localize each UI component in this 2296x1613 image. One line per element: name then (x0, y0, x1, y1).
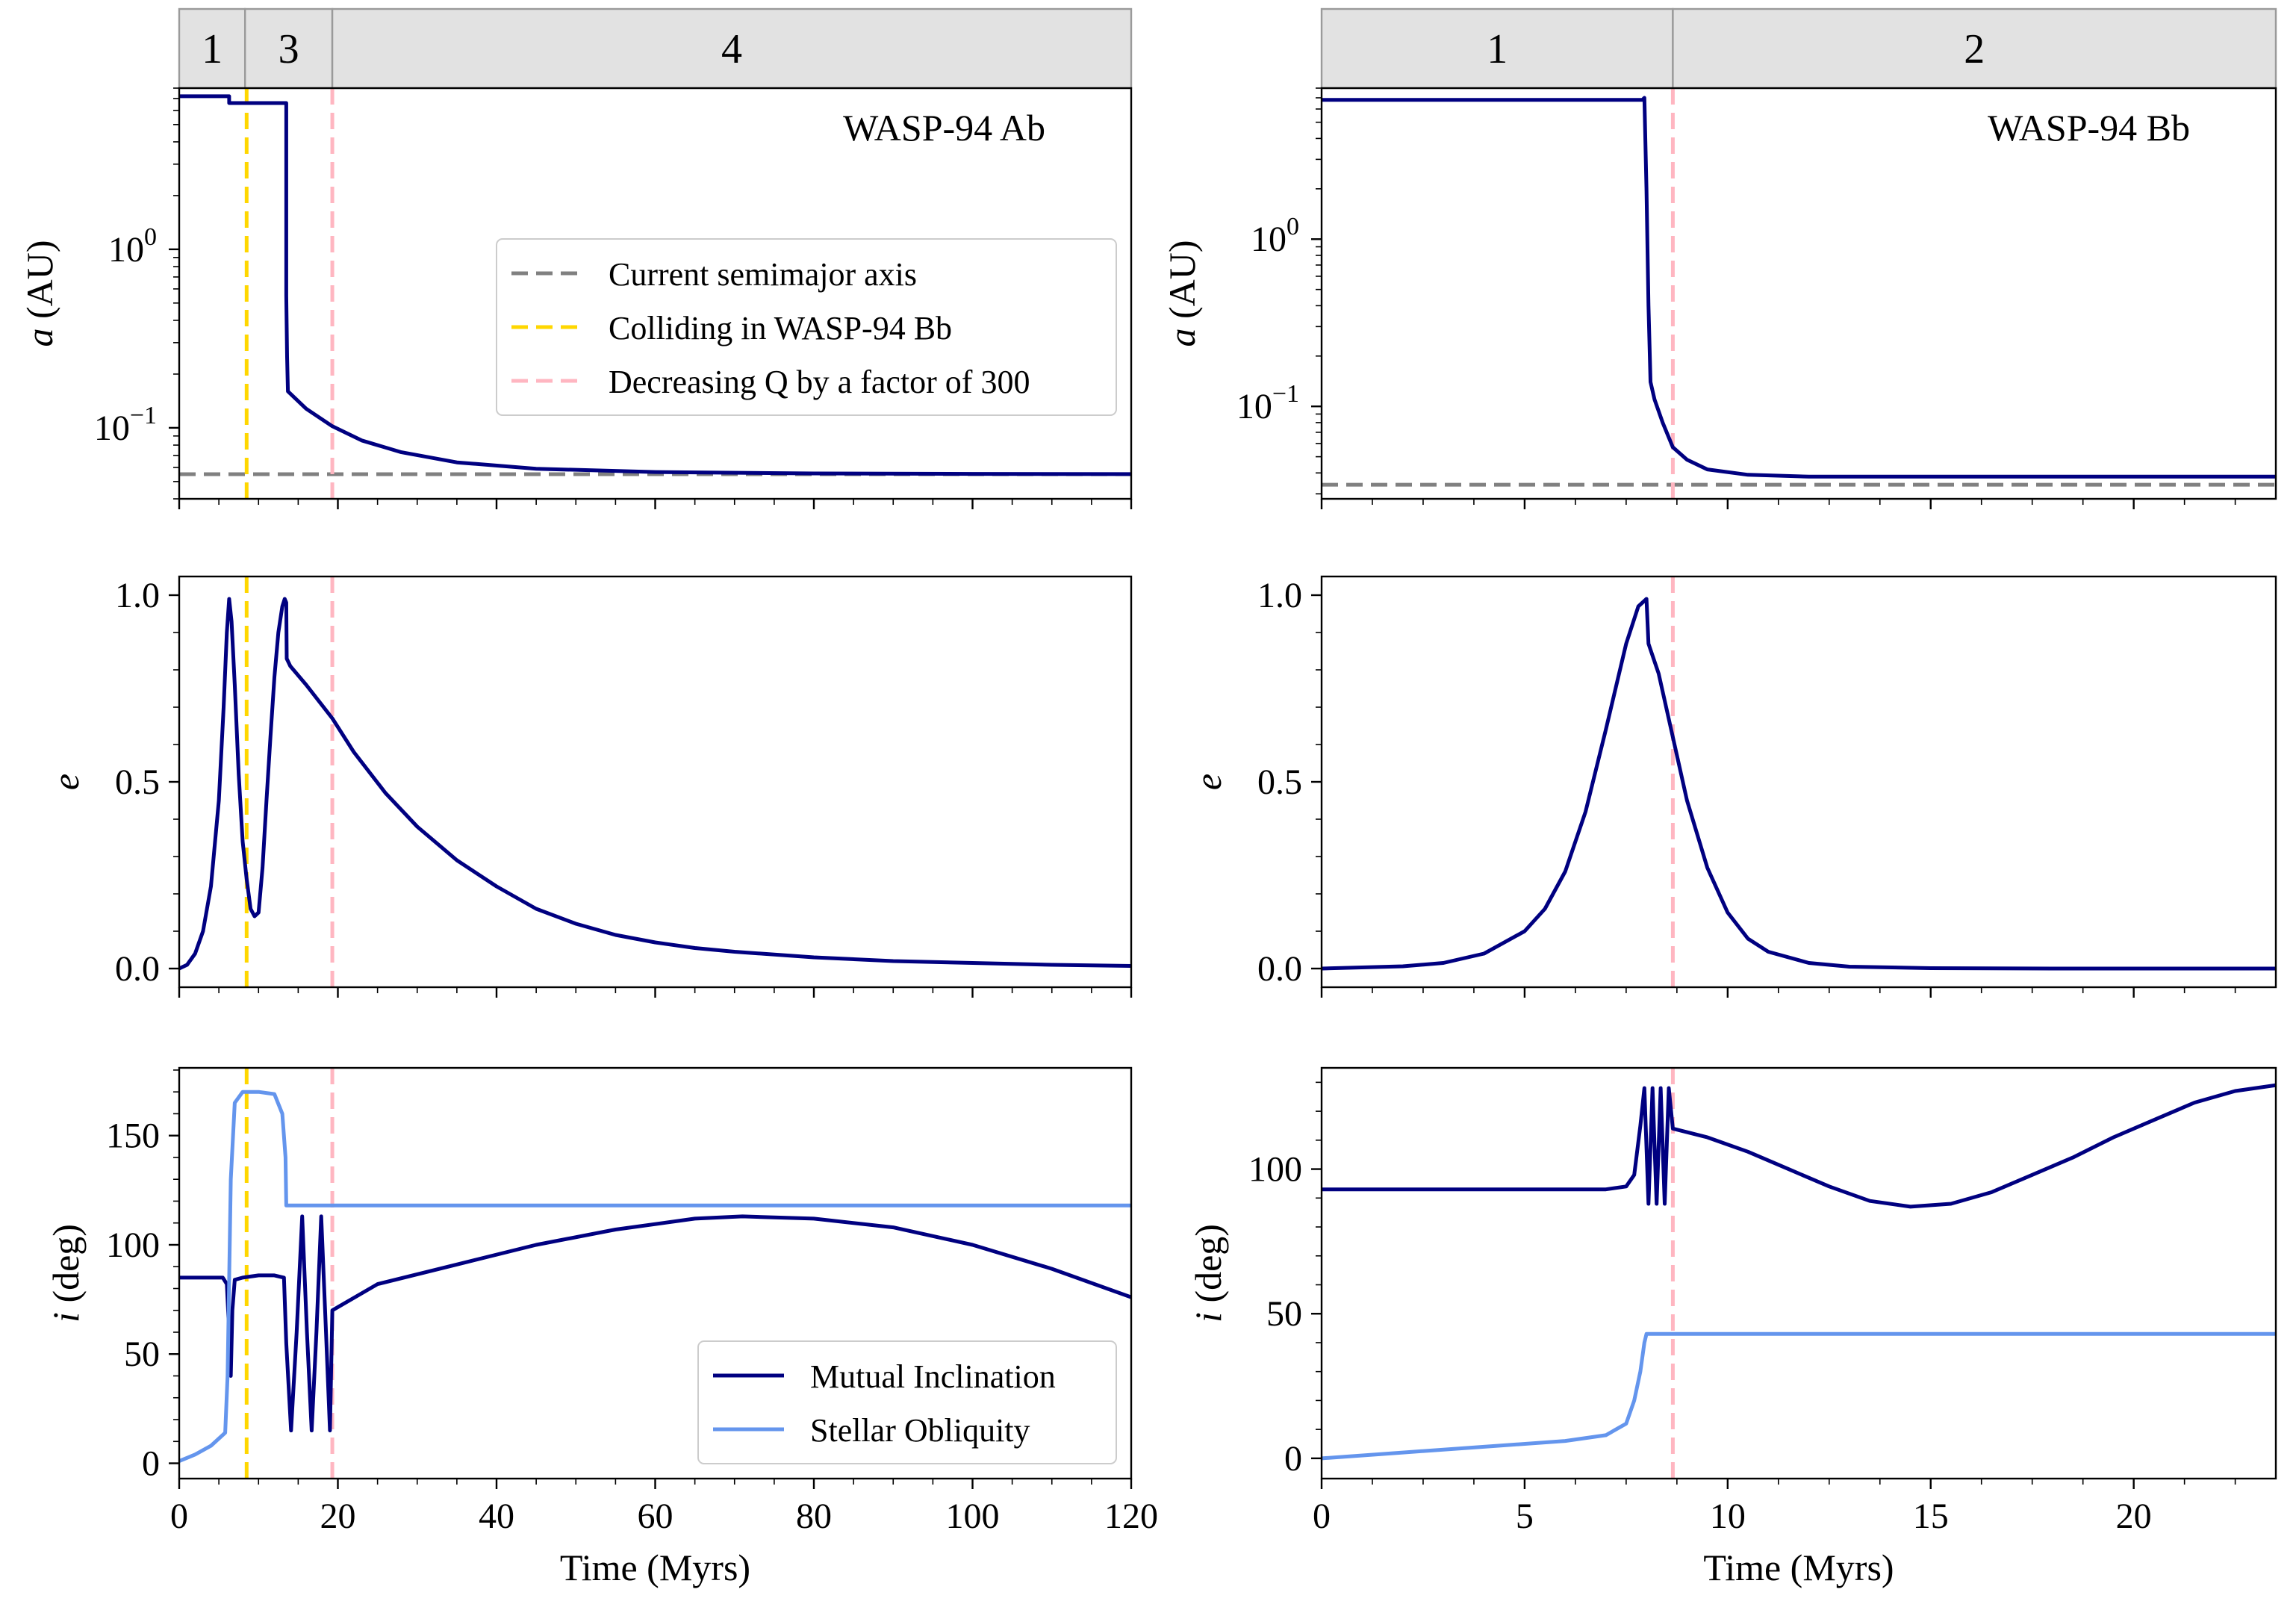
x-axis-label: Time (Myrs) (1703, 1547, 1894, 1588)
y-axis-symbol: e (45, 774, 87, 790)
y-axis-symbol: i (1187, 1312, 1229, 1323)
plot-frame (1320, 575, 2277, 989)
phase-label-2: 2 (1964, 26, 1985, 72)
y-tick-label: 0 (1284, 1439, 1302, 1479)
y-axis-label: a (AU) (19, 240, 60, 346)
y-axis-unit: (deg) (1187, 1224, 1229, 1312)
legend: Current semimajor axis Colliding in WASP-… (496, 238, 1117, 416)
y-tick-label: 10−1 (1236, 380, 1299, 426)
phase-label-4: 4 (721, 26, 742, 72)
x-tick-label: 5 (1516, 1497, 1534, 1536)
y-axis-unit: (AU) (1161, 240, 1203, 328)
x-tick-label: 0 (1313, 1497, 1331, 1536)
y-tick-label: 0.0 (115, 949, 160, 989)
y-axis-label: i (deg) (45, 1224, 87, 1323)
panel-bb_i: 0 5 10 15 20 Time (Myrs) 0 50 100 i (deg) (1187, 1066, 2277, 1588)
x-tick-label: 60 (638, 1497, 673, 1536)
y-tick-label: 50 (124, 1334, 160, 1374)
y-tick-label: 100 (1248, 1150, 1302, 1190)
panel-ab_i: 0 20 40 60 80 100 120 Time (Myrs) 0 50 100 150 i (de… (45, 1066, 1158, 1588)
y-axis-symbol: e (1187, 774, 1229, 790)
y-tick-label: 150 (106, 1116, 160, 1156)
series-line-stellar-obliquity (1322, 1331, 2276, 1461)
y-tick-label: 1.0 (1257, 576, 1302, 615)
y-axis-unit: (deg) (45, 1224, 87, 1312)
y-axis-label: a (AU) (1161, 240, 1203, 346)
panel-title: WASP-94 Bb (1988, 107, 2190, 149)
y-tick-exponent: 0 (1287, 213, 1299, 240)
series-line-0 (1322, 597, 2276, 971)
phase-box-3 (243, 7, 334, 90)
y-tick-exponent: −1 (1272, 380, 1299, 408)
y-axis-symbol: i (45, 1312, 87, 1323)
series-line-mutual-inclination (179, 1214, 1131, 1433)
y-tick-label: 100 (106, 1225, 160, 1265)
plot-frame (178, 575, 1133, 989)
x-tick-label: 80 (796, 1497, 832, 1536)
y-tick-label: 10−1 (94, 402, 157, 448)
y-tick-exponent: 0 (144, 223, 157, 251)
y-tick-label: 100 (1251, 213, 1299, 259)
x-tick-label: 15 (1913, 1497, 1949, 1536)
y-tick-base: 10 (94, 408, 130, 448)
x-tick-label: 20 (320, 1497, 356, 1536)
x-tick-label: 120 (1104, 1497, 1158, 1536)
y-tick-label: 100 (108, 223, 157, 270)
phase-box-1 (1320, 7, 1674, 90)
x-tick-label: 0 (170, 1497, 188, 1536)
plot-frame (1320, 87, 2277, 500)
legend-label: Decreasing Q by a factor of 300 (609, 364, 1030, 400)
phase-label-1: 1 (1487, 26, 1508, 72)
series-line-0 (179, 94, 1131, 476)
y-axis-label: e (45, 774, 87, 790)
x-axis-label: Time (Myrs) (560, 1547, 750, 1588)
x-tick-label: 100 (946, 1497, 1000, 1536)
legend-label: Current semimajor axis (609, 256, 917, 293)
y-tick-label: 0.5 (115, 762, 160, 802)
phase-label-3: 3 (279, 26, 299, 72)
x-tick-label: 40 (479, 1497, 514, 1536)
y-axis-label: e (1187, 774, 1229, 790)
panel-title: WASP-94 Ab (843, 107, 1045, 149)
y-tick-base: 10 (1251, 220, 1287, 259)
legend-box (496, 238, 1117, 416)
plot-frame (1320, 1066, 2277, 1480)
legend-label: Stellar Obliquity (810, 1412, 1030, 1449)
legend-label: Colliding in WASP-94 Bb (609, 310, 952, 346)
phase-box-4 (331, 7, 1133, 90)
y-axis-label: i (deg) (1187, 1224, 1229, 1323)
legend-label: Mutual Inclination (810, 1358, 1056, 1395)
y-axis-symbol: a (1161, 329, 1203, 347)
series-line-0 (179, 597, 1131, 971)
series-line-stellar-obliquity (179, 1090, 1131, 1463)
y-tick-label: 50 (1266, 1294, 1302, 1334)
phase-label-1: 1 (202, 26, 223, 72)
y-tick-label: 1.0 (115, 576, 160, 615)
x-tick-label: 20 (2116, 1497, 2152, 1536)
y-axis-unit: (AU) (19, 240, 60, 328)
panel-ab_e: 0.0 0.5 1.0 e (45, 575, 1133, 998)
y-tick-base: 10 (108, 230, 144, 270)
legend: Mutual Inclination Stellar Obliquity (697, 1340, 1117, 1464)
x-tick-label: 10 (1710, 1497, 1746, 1536)
y-tick-base: 10 (1236, 387, 1272, 426)
panel-bb_e: 0.0 0.5 1.0 e (1187, 575, 2277, 998)
y-tick-label: 0.0 (1257, 949, 1302, 989)
y-tick-label: 0.5 (1257, 762, 1302, 802)
y-tick-exponent: −1 (130, 402, 157, 429)
legend-box (697, 1340, 1117, 1464)
phase-box-1 (178, 7, 246, 90)
series-line-mutual-inclination (1322, 1083, 2276, 1209)
series-line-0 (1322, 96, 2276, 479)
y-tick-label: 0 (142, 1444, 160, 1484)
y-axis-symbol: a (19, 329, 60, 347)
